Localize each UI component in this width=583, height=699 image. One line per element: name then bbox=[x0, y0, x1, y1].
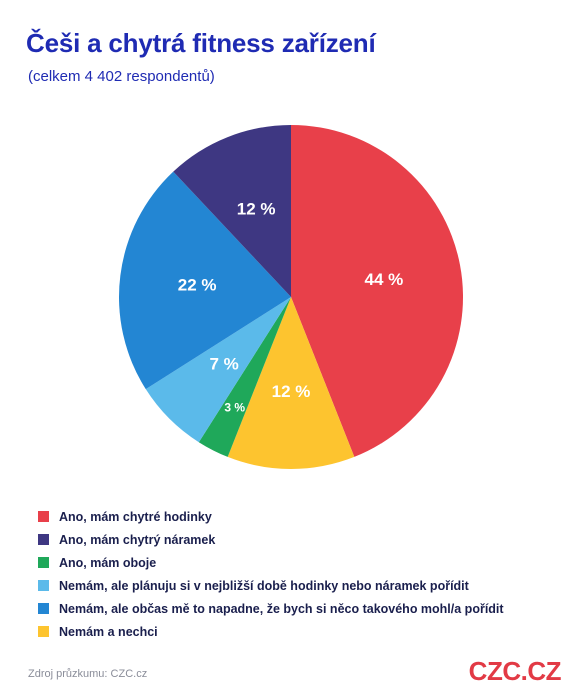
pie-slice-4 bbox=[145, 297, 291, 443]
legend-item-4: Nemám, ale plánuju si v nejbližší době h… bbox=[38, 574, 504, 597]
legend-label: Nemám, ale občas mě to napadne, že bych … bbox=[59, 601, 504, 616]
legend-label: Ano, mám oboje bbox=[59, 555, 157, 570]
legend-label: Nemám, ale plánuju si v nejbližší době h… bbox=[59, 578, 469, 593]
legend-label: Ano, mám chytré hodinky bbox=[59, 509, 212, 524]
pie-slices bbox=[119, 125, 464, 470]
pie-label-6: 12 % bbox=[237, 200, 276, 219]
legend-swatch bbox=[38, 626, 49, 637]
pie-label-2: 12 % bbox=[272, 382, 311, 401]
pie-label-4: 7 % bbox=[209, 354, 238, 373]
pie-slice-6 bbox=[173, 125, 291, 297]
legend-label: Ano, mám chytrý náramek bbox=[59, 532, 216, 547]
pie-slice-1 bbox=[291, 125, 464, 457]
pie-slice-2 bbox=[227, 297, 355, 470]
chart-subtitle: (celkem 4 402 respondentů) bbox=[28, 68, 215, 85]
pie-label-3: 3 % bbox=[224, 400, 245, 414]
legend-item-6: Nemám a nechci bbox=[38, 620, 504, 643]
chart-legend: Ano, mám chytré hodinky Ano, mám chytrý n… bbox=[38, 505, 504, 643]
pie-chart: 44 % 12 % 3 % 7 % 22 % 12 % bbox=[119, 125, 464, 470]
legend-item-3: Ano, mám oboje bbox=[38, 551, 504, 574]
legend-item-1: Ano, mám chytré hodinky bbox=[38, 505, 504, 528]
source-note: Zdroj průzkumu: CZC.cz bbox=[28, 668, 148, 680]
legend-item-2: Ano, mám chytrý náramek bbox=[38, 528, 504, 551]
pie-label-1: 44 % bbox=[365, 270, 404, 289]
legend-swatch bbox=[38, 557, 49, 568]
pie-slice-3 bbox=[198, 297, 291, 457]
legend-swatch bbox=[38, 511, 49, 522]
legend-label: Nemám a nechci bbox=[59, 624, 158, 639]
pie-label-5: 22 % bbox=[178, 276, 217, 295]
pie-labels: 44 % 12 % 3 % 7 % 22 % 12 % bbox=[178, 200, 404, 415]
legend-item-5: Nemám, ale občas mě to napadne, že bych … bbox=[38, 597, 504, 620]
legend-swatch bbox=[38, 534, 49, 545]
pie-slice-5 bbox=[119, 171, 292, 390]
chart-title: Češi a chytrá fitness zařízení bbox=[26, 28, 376, 58]
brand-logo: CZC.CZ bbox=[468, 656, 562, 686]
legend-swatch bbox=[38, 580, 49, 591]
legend-swatch bbox=[38, 603, 49, 614]
